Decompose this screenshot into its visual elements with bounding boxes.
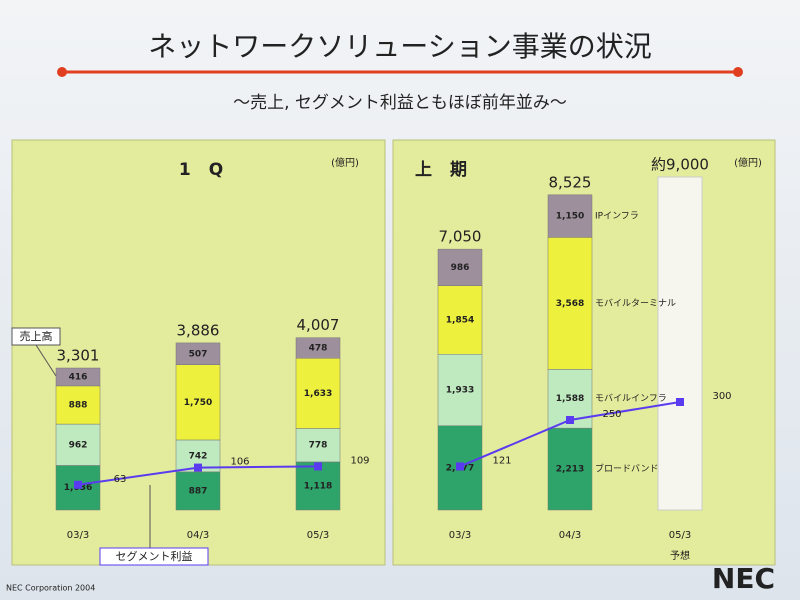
profit-label: 250 bbox=[602, 409, 621, 420]
segment-label: 416 bbox=[69, 372, 88, 382]
rule-dot bbox=[733, 67, 743, 77]
logo: NEC bbox=[712, 562, 775, 595]
total-label: 3,301 bbox=[57, 347, 100, 365]
series-name: モバイルターミナル bbox=[595, 298, 676, 309]
segment-label: 778 bbox=[309, 441, 328, 451]
bar-segment bbox=[437, 285, 483, 355]
series-name: ブロードバンド bbox=[595, 463, 658, 475]
segment-label: 1,588 bbox=[556, 394, 584, 404]
profit-point bbox=[566, 416, 574, 424]
bar-segment bbox=[175, 342, 221, 365]
segment-label: 887 bbox=[189, 486, 208, 496]
bar-segment bbox=[295, 428, 341, 463]
slide-title: ネットワークソリューション事業の状況 bbox=[148, 30, 651, 63]
series-name: IPインフラ bbox=[595, 211, 639, 222]
bar-label: 売上高 bbox=[20, 329, 53, 343]
segment-label: 888 bbox=[69, 400, 88, 410]
forecast-bar bbox=[657, 176, 703, 511]
segment-label: 1,933 bbox=[446, 385, 474, 395]
x-tick-label: 04/3 bbox=[187, 530, 209, 541]
line-name: セグメント利益 bbox=[116, 549, 193, 563]
total-label: 約9,000 bbox=[651, 156, 709, 174]
segment-label: 507 bbox=[189, 349, 208, 359]
bar-segment bbox=[547, 427, 593, 511]
total-label: 4,007 bbox=[297, 316, 340, 334]
profit-point bbox=[314, 462, 322, 471]
callout-box bbox=[99, 547, 209, 566]
profit-label: 121 bbox=[492, 455, 511, 466]
bar-segment bbox=[437, 353, 483, 427]
series-name: モバイルインフラ bbox=[595, 393, 667, 404]
bar-segment bbox=[175, 471, 221, 511]
x-tick-label: 04/3 bbox=[559, 530, 581, 541]
bar-segment bbox=[547, 194, 593, 238]
segment-label: 1,150 bbox=[556, 212, 584, 222]
forecast-label: 予想 bbox=[670, 549, 690, 562]
total-label: 3,886 bbox=[177, 321, 220, 339]
profit-label: 109 bbox=[350, 455, 369, 466]
segment-label: 962 bbox=[69, 440, 88, 450]
x-tick-label: 03/3 bbox=[67, 530, 89, 541]
bar-segment bbox=[295, 337, 341, 359]
profit-point bbox=[456, 462, 464, 471]
bar-segment bbox=[55, 385, 101, 425]
chart-title: 上期 bbox=[415, 160, 485, 180]
profit-label: 300 bbox=[712, 391, 731, 402]
x-tick-label: 03/3 bbox=[449, 530, 471, 541]
segment-label: 1,118 bbox=[304, 481, 332, 491]
x-tick-label: 05/3 bbox=[307, 530, 329, 541]
segment-label: 3,568 bbox=[556, 299, 584, 309]
segment-label: 986 bbox=[451, 263, 470, 273]
profit-point bbox=[676, 398, 684, 406]
segment-label: 1,750 bbox=[184, 398, 212, 408]
segment-label: 742 bbox=[189, 451, 208, 461]
profit-label: 106 bbox=[230, 457, 249, 468]
bar-segment bbox=[175, 364, 221, 441]
segment-label: 1,633 bbox=[304, 389, 332, 399]
segment-label: 2,213 bbox=[556, 465, 584, 475]
profit-point bbox=[74, 480, 82, 489]
unit-label: (億円) bbox=[331, 156, 359, 169]
bar-segment bbox=[437, 248, 483, 286]
bar-segment bbox=[55, 423, 101, 466]
bar-segment bbox=[55, 367, 101, 387]
chart-title: 1Q bbox=[179, 160, 241, 180]
total-label: 8,525 bbox=[549, 173, 592, 191]
segment-label: 1,854 bbox=[446, 315, 474, 325]
x-tick-label: 05/3 bbox=[669, 530, 691, 541]
total-label: 7,050 bbox=[439, 228, 482, 246]
profit-label: 63 bbox=[114, 474, 127, 485]
bar-segment bbox=[295, 358, 341, 429]
rule-dot bbox=[57, 67, 67, 77]
footer: NEC Corporation 2004 bbox=[6, 584, 95, 593]
bar-segment bbox=[547, 237, 593, 370]
unit-label: (億円) bbox=[734, 156, 762, 169]
slide-subtitle: ～売上, セグメント利益ともほぼ前年並み～ bbox=[233, 93, 567, 113]
profit-point bbox=[194, 463, 202, 472]
segment-label: 478 bbox=[309, 343, 328, 353]
callout-line bbox=[35, 344, 57, 377]
